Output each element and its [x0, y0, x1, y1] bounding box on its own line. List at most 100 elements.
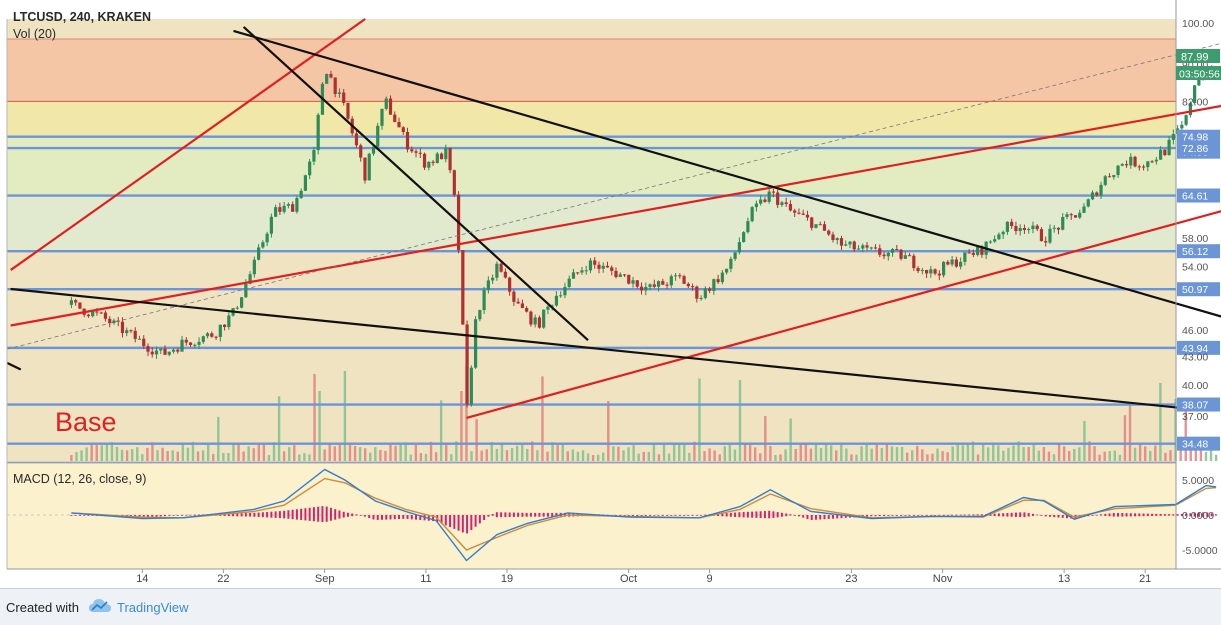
candle-body — [869, 247, 873, 249]
volume-bar — [369, 452, 372, 461]
black-trend-base[interactable] — [10, 287, 1196, 411]
candle-body — [180, 339, 184, 352]
macd-histogram-bar — [240, 513, 243, 517]
volume-bar — [895, 447, 899, 461]
candle-body — [754, 203, 759, 208]
candle-body — [746, 221, 750, 233]
chart-area[interactable]: 100.0090.0082.0074.9874.9872.8664.6158.0… — [0, 0, 1221, 588]
candle-body — [1180, 124, 1184, 129]
candle-body — [822, 224, 827, 231]
last-price-text: 87.99 — [1181, 52, 1209, 64]
volume-bar — [313, 374, 316, 461]
volume-bar — [1199, 447, 1203, 461]
tradingview-cloud-icon[interactable] — [88, 597, 112, 615]
x-tick-label: 23 — [845, 573, 857, 585]
volume-bar — [951, 446, 954, 461]
macd-histogram-bar — [1138, 513, 1141, 517]
candle-body — [588, 260, 593, 271]
macd-histogram-bar — [802, 515, 805, 518]
black-trend-long[interactable] — [233, 29, 1221, 324]
volume-bar — [100, 445, 103, 461]
candle-body — [865, 245, 869, 248]
candle-body — [227, 315, 231, 328]
tradingview-brand-link[interactable]: TradingView — [117, 600, 189, 615]
macd-histogram-bar — [725, 513, 728, 517]
macd-histogram-bar — [661, 515, 664, 516]
candle-body — [91, 311, 95, 317]
volume-bar — [181, 442, 185, 461]
macd-histogram-bar — [1095, 514, 1098, 516]
volume-bar — [971, 441, 975, 461]
candle-body — [286, 204, 290, 206]
volume-bar — [759, 453, 762, 461]
y-tick-label: 38.07 — [1182, 400, 1208, 412]
chart-svg[interactable]: 100.0090.0082.0074.9874.9872.8664.6158.0… — [0, 0, 1221, 588]
volume-bar — [227, 453, 230, 461]
volume-bar — [526, 448, 529, 461]
dashed-trend[interactable] — [6, 37, 1221, 350]
volume-bar — [303, 453, 306, 461]
black-trend-stub[interactable] — [6, 361, 22, 371]
candle-body — [525, 308, 529, 312]
y-tick-label: 58.00 — [1182, 233, 1208, 245]
candle-body — [737, 242, 741, 253]
volume-bar — [789, 418, 792, 461]
volume-bar — [115, 446, 119, 461]
candle-body — [235, 307, 239, 309]
macd-histogram-bar — [806, 515, 809, 519]
black-trend-steep[interactable] — [242, 26, 589, 342]
candle-body — [427, 161, 431, 168]
candle-body — [74, 300, 78, 303]
macd-histogram-bar — [164, 515, 167, 517]
red-channel-upper[interactable] — [9, 18, 366, 271]
candle-body — [435, 153, 439, 164]
macd-histogram-bar — [968, 514, 971, 516]
volume-bar — [201, 450, 205, 461]
y-tick-label: 46.00 — [1182, 325, 1208, 337]
volume-bar — [607, 401, 610, 461]
volume-bar — [399, 444, 402, 461]
candle-body — [546, 306, 550, 310]
trend-lines[interactable] — [6, 18, 1221, 419]
red-channel-lower[interactable] — [466, 204, 1221, 419]
candle-body — [393, 114, 397, 122]
macd-histogram-bar — [176, 515, 179, 516]
red-channel-mid[interactable] — [10, 101, 1221, 327]
x-tick-label: 22 — [217, 573, 229, 585]
macd-histogram-bar — [963, 514, 966, 516]
candle-body — [171, 349, 176, 352]
macd-histogram-bar — [1197, 512, 1200, 517]
volume-bar — [460, 391, 463, 461]
macd-histogram-bar — [678, 515, 681, 516]
candle-body — [656, 281, 661, 287]
macd-histogram-bar — [1134, 513, 1137, 517]
candle-body — [1171, 134, 1175, 140]
volume-bar — [966, 444, 970, 461]
volume-bar — [723, 446, 726, 461]
macd-histogram-bar — [993, 513, 996, 517]
candle-body — [222, 324, 227, 328]
candle-body — [312, 150, 316, 162]
macd-histogram-bar — [542, 512, 545, 517]
candle-body — [95, 311, 99, 313]
candle-body — [793, 210, 797, 213]
macd-histogram-bar — [151, 515, 154, 517]
candle-body — [448, 148, 452, 171]
macd-histogram-bar — [419, 515, 422, 520]
volume-bar — [318, 391, 321, 461]
candle-body — [308, 161, 312, 176]
candle-body — [193, 344, 197, 346]
volume-bar — [602, 452, 605, 461]
volume-bar — [262, 442, 266, 461]
volume-bar — [992, 444, 995, 461]
volume-bar — [1189, 441, 1192, 461]
candle-body — [771, 191, 776, 193]
volume-bar — [495, 448, 499, 461]
candle-body — [397, 121, 401, 128]
candle-body — [1112, 174, 1116, 178]
macd-histogram-bar — [1065, 515, 1068, 519]
base-annotation[interactable]: Base — [55, 407, 117, 437]
volume-bar — [1093, 446, 1096, 461]
volume-bar — [1128, 403, 1132, 461]
volume-bar — [323, 449, 326, 461]
